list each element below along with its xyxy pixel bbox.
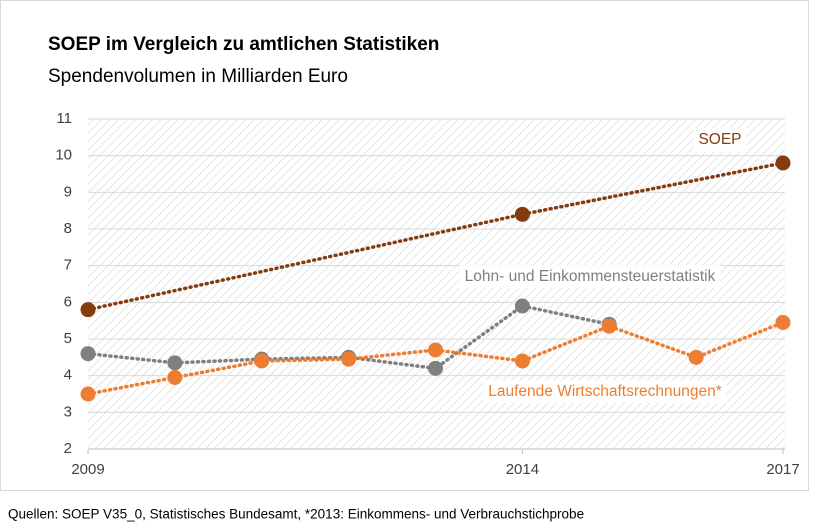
y-tick-label: 5 [64, 330, 72, 347]
data-point [514, 206, 530, 222]
y-tick-label: 11 [56, 110, 72, 127]
y-tick-label: 6 [64, 293, 72, 310]
source-note: Quellen: SOEP V35_0, Statistisches Bunde… [8, 507, 584, 522]
x-tick-label: 2017 [766, 461, 799, 478]
data-point [428, 360, 443, 376]
data-point [601, 318, 617, 334]
data-point [167, 355, 183, 371]
chart-title: SOEP im Vergleich zu amtlichen Statistik… [48, 34, 439, 55]
data-point [428, 342, 443, 358]
y-tick-label: 4 [64, 367, 72, 384]
series-label-bg [693, 128, 747, 152]
data-point [254, 353, 270, 369]
series-label-bg [483, 380, 727, 404]
data-point [341, 351, 357, 367]
x-tick-label: 2009 [71, 461, 104, 478]
data-point [80, 346, 96, 362]
y-tick-label: 2 [64, 440, 72, 457]
chart-subtitle: Spendenvolumen in Milliarden Euro [48, 66, 348, 87]
data-point [775, 155, 791, 171]
y-tick-label: 9 [64, 183, 72, 200]
data-point [688, 349, 704, 365]
series-label: Laufende Wirtschaftsrechnungen* [488, 383, 722, 400]
data-point [80, 302, 96, 318]
series-label: Lohn- und Einkommensteuerstatistik [465, 268, 716, 285]
y-tick-label: 10 [55, 147, 72, 164]
series-label-bg [459, 265, 721, 289]
y-tick-label: 8 [64, 220, 72, 237]
data-point [514, 353, 530, 369]
data-point [167, 370, 183, 385]
data-point [80, 386, 96, 402]
y-tick-label: 7 [64, 257, 72, 274]
y-tick-label: 3 [64, 403, 72, 420]
data-point [775, 315, 791, 330]
data-point [514, 298, 530, 314]
series-label: SOEP [698, 131, 741, 148]
x-tick-label: 2014 [506, 461, 539, 478]
